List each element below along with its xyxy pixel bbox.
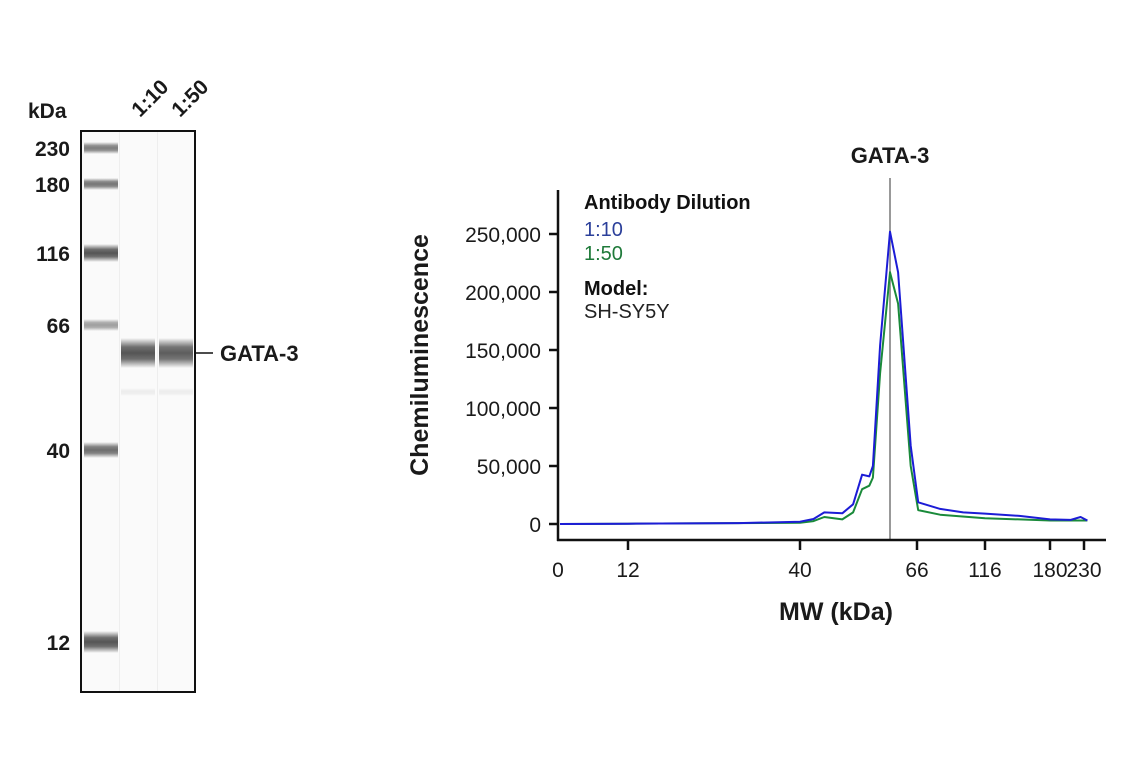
legend-model-title: Model: <box>584 278 648 300</box>
x-tick-label: 12 <box>616 559 639 582</box>
y-axis-label: Chemiluminescence <box>406 234 434 476</box>
blot-unit-label: kDa <box>28 100 67 123</box>
y-tick-label: 250,000 <box>465 224 541 247</box>
legend-title: Antibody Dilution <box>584 192 751 214</box>
marker-label-230: 230 <box>35 138 70 161</box>
legend-item-1-50: 1:50 <box>584 243 623 265</box>
lane-label-2: 1:50 <box>167 76 213 122</box>
sample-band-lane-2 <box>159 338 193 368</box>
blot-panel: kDa 1:10 1:50 230 180 116 66 40 12 GATA-3 <box>28 76 299 693</box>
marker-label-12: 12 <box>47 632 70 655</box>
marker-label-66: 66 <box>47 315 70 338</box>
sample-band-lane-1 <box>121 338 155 368</box>
ladder-band-66 <box>84 319 118 331</box>
target-label: GATA-3 <box>220 341 299 366</box>
ladder-band-40 <box>84 442 118 458</box>
x-tick-label: 230 <box>1066 559 1101 582</box>
legend-model-value: SH-SY5Y <box>584 301 670 323</box>
y-tick-label: 100,000 <box>465 398 541 421</box>
x-tick-label: 180 <box>1032 559 1067 582</box>
x-tick-label: 66 <box>905 559 928 582</box>
peak-annotation: GATA-3 <box>851 143 930 168</box>
y-tick-label: 200,000 <box>465 282 541 305</box>
ladder-band-116 <box>84 244 118 262</box>
x-tick-label: 116 <box>968 559 1001 582</box>
y-tick-label: 50,000 <box>477 456 541 479</box>
x-tick-label: 0 <box>552 559 564 582</box>
lane-label-1: 1:10 <box>127 76 173 122</box>
marker-label-116: 116 <box>36 243 70 266</box>
series-line-1-50 <box>559 271 1088 525</box>
ladder-band-180 <box>84 178 118 190</box>
ladder-band-12 <box>84 631 118 653</box>
y-tick-label: 0 <box>529 514 541 537</box>
lane-separator <box>157 132 158 691</box>
x-tick-label: 40 <box>788 559 811 582</box>
faint-band-lane-2 <box>159 388 193 396</box>
marker-label-40: 40 <box>47 440 70 463</box>
lane-separator <box>119 132 120 691</box>
y-tick-label: 150,000 <box>465 340 541 363</box>
chart-panel: Chemiluminescence MW (kDa) GATA-3 0 50,00… <box>406 143 1106 626</box>
x-axis-label: MW (kDa) <box>779 598 893 626</box>
series-line-1-10 <box>559 230 1088 525</box>
legend-item-1-10: 1:10 <box>584 219 623 241</box>
marker-label-180: 180 <box>35 174 70 197</box>
blot-frame <box>80 130 196 693</box>
faint-band-lane-1 <box>121 388 155 396</box>
ladder-band-230 <box>84 142 118 154</box>
